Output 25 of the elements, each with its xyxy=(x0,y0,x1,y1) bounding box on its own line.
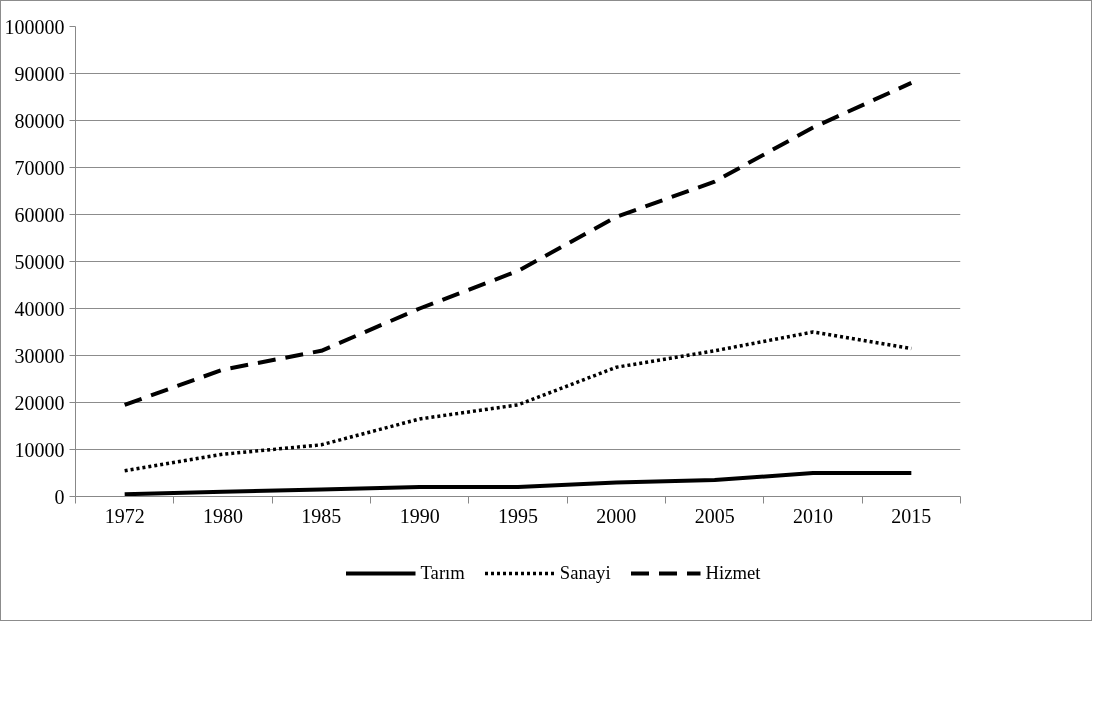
y-tick-label: 60000 xyxy=(14,203,65,226)
x-tick-label: 1995 xyxy=(498,504,538,527)
y-tick-label: 90000 xyxy=(14,62,65,85)
y-tick-label: 50000 xyxy=(14,250,65,273)
y-tick-label: 20000 xyxy=(14,391,65,414)
legend-label: Sanayi xyxy=(559,561,611,584)
x-tick-label: 2015 xyxy=(891,504,932,527)
y-tick-label: 100000 xyxy=(4,15,65,38)
legend-label: Hizmet xyxy=(705,561,761,584)
line-series xyxy=(122,80,914,407)
legend-label: Tarım xyxy=(420,561,465,584)
x-tick-label: 1972 xyxy=(104,504,145,527)
x-tick-label: 1985 xyxy=(301,504,342,527)
x-tick-label: 2010 xyxy=(793,504,833,527)
y-tick-label: 0 xyxy=(54,485,65,508)
x-tick-label: 1990 xyxy=(399,504,440,527)
y-tick-label: 30000 xyxy=(14,344,65,367)
line-series xyxy=(122,471,914,497)
x-tick-label: 2005 xyxy=(694,504,735,527)
x-tick-label: 1980 xyxy=(203,504,243,527)
y-tick-label: 80000 xyxy=(14,109,65,132)
x-tick-label: 2000 xyxy=(596,504,637,527)
y-tick-label: 70000 xyxy=(14,156,65,179)
y-tick-label: 40000 xyxy=(14,297,65,320)
y-tick-label: 10000 xyxy=(14,438,65,461)
